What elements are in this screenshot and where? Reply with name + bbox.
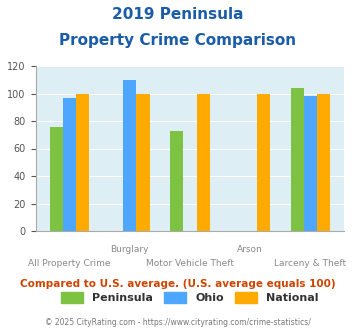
Text: Larceny & Theft: Larceny & Theft bbox=[274, 259, 346, 268]
Bar bbox=[290, 88, 304, 231]
Legend: Peninsula, Ohio, National: Peninsula, Ohio, National bbox=[56, 286, 324, 309]
Text: 2019 Peninsula: 2019 Peninsula bbox=[112, 7, 243, 21]
Text: Motor Vehicle Theft: Motor Vehicle Theft bbox=[146, 259, 234, 268]
Text: Arson: Arson bbox=[237, 245, 263, 254]
Bar bbox=[76, 93, 89, 231]
Text: All Property Crime: All Property Crime bbox=[28, 259, 111, 268]
Bar bbox=[197, 93, 210, 231]
Bar bbox=[304, 96, 317, 231]
Text: Burglary: Burglary bbox=[110, 245, 149, 254]
Text: © 2025 CityRating.com - https://www.cityrating.com/crime-statistics/: © 2025 CityRating.com - https://www.city… bbox=[45, 318, 310, 327]
Bar bbox=[50, 126, 63, 231]
Bar bbox=[63, 98, 76, 231]
Text: Property Crime Comparison: Property Crime Comparison bbox=[59, 33, 296, 48]
Text: Compared to U.S. average. (U.S. average equals 100): Compared to U.S. average. (U.S. average … bbox=[20, 279, 335, 289]
Bar bbox=[257, 93, 270, 231]
Bar bbox=[170, 131, 183, 231]
Bar bbox=[136, 93, 149, 231]
Bar bbox=[317, 93, 330, 231]
Bar bbox=[123, 80, 136, 231]
